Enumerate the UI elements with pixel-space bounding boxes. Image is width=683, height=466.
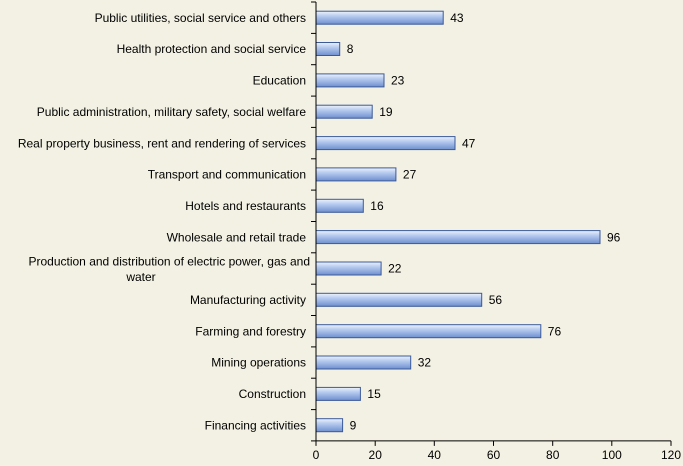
data-label: 43 — [450, 11, 464, 25]
bar — [315, 104, 373, 119]
category-label: Hotels and restaurants — [185, 199, 306, 213]
x-tick-label: 120 — [661, 448, 681, 462]
category-label: Transport and communication — [148, 168, 306, 182]
x-tick-label: 0 — [313, 448, 320, 462]
bar — [315, 230, 601, 245]
x-tick-label: 100 — [602, 448, 622, 462]
data-label: 76 — [548, 324, 562, 338]
category-label: Financing activities — [205, 418, 306, 432]
bar — [315, 324, 542, 339]
category-label: Public administration, military safety, … — [37, 105, 307, 119]
data-label: 32 — [418, 356, 432, 370]
data-label: 96 — [607, 230, 621, 244]
data-label: 19 — [379, 105, 393, 119]
category-label: Farming and forestry — [195, 324, 306, 338]
category-label: Mining operations — [211, 356, 306, 370]
data-label: 8 — [347, 42, 354, 56]
category-label: Construction — [239, 387, 306, 401]
bar — [315, 42, 341, 56]
category-label: Public utilities, social service and oth… — [95, 11, 306, 25]
bar — [315, 10, 444, 25]
bar — [315, 292, 483, 307]
data-label: 16 — [370, 199, 384, 213]
bar — [315, 355, 412, 370]
data-label: 56 — [489, 293, 503, 307]
category-label: Wholesale and retail trade — [167, 230, 307, 244]
x-tick-label: 40 — [428, 448, 442, 462]
data-label: 27 — [403, 168, 417, 182]
category-label: Real property business, rent and renderi… — [18, 136, 306, 150]
data-label: 9 — [350, 418, 357, 432]
x-tick-label: 20 — [369, 448, 383, 462]
bar — [315, 418, 344, 433]
data-label: 47 — [462, 136, 476, 150]
category-label: Manufacturing activity — [190, 293, 306, 307]
category-label: Education — [253, 74, 306, 88]
data-label: 23 — [391, 74, 405, 88]
x-tick-label: 60 — [487, 448, 501, 462]
plot-area: Public utilities, social service and oth… — [18, 1, 681, 462]
data-label: 22 — [388, 262, 402, 276]
bar — [315, 167, 397, 182]
x-tick-label: 80 — [546, 448, 560, 462]
category-label: Health protection and social service — [117, 42, 307, 56]
data-label: 15 — [367, 387, 381, 401]
category-label: Production and distribution of electric … — [28, 255, 310, 285]
bar — [315, 136, 456, 151]
bar — [315, 261, 382, 276]
bar — [315, 198, 364, 213]
bar — [315, 73, 385, 88]
bar — [315, 386, 361, 401]
